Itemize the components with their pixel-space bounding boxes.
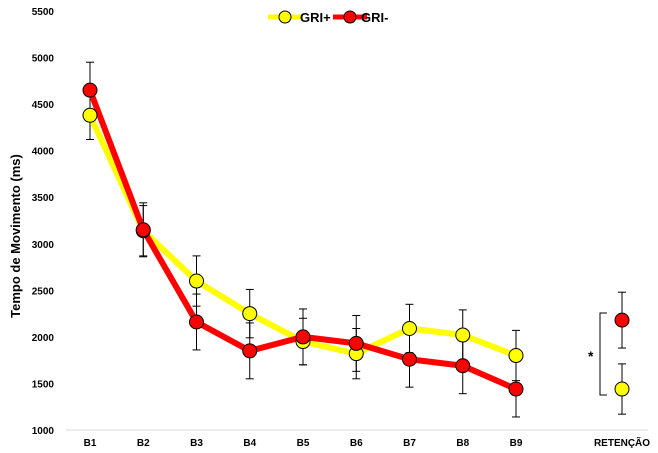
data-point-gri-minus [82,82,98,98]
legend: GRI+ GRI- [268,10,388,25]
data-point-gri-plus [242,306,258,322]
data-point-gri-minus [348,335,364,351]
data-point-gri-minus [508,381,524,397]
x-tick-label: B8 [456,438,469,449]
y-tick-label: 4000 [32,147,55,158]
retention-point-gri-plus [614,381,630,397]
x-tick-label: B3 [190,438,203,449]
legend-label-gri-plus: GRI+ [300,10,331,25]
data-point-gri-plus [82,107,98,123]
x-tick-label: B7 [403,438,416,449]
error-bars [86,61,626,418]
data-points [82,82,630,397]
x-tick-label-retention: RETENÇÃO [594,436,650,449]
data-point-gri-minus [402,351,417,367]
x-tick-label: B9 [510,438,523,449]
legend-marker-gri-plus [278,10,292,24]
x-tick-label: B2 [137,438,150,449]
data-point-gri-plus [455,327,471,343]
bracket-path [599,312,607,396]
y-axis-label: Tempo de Movimento (ms) [8,154,23,318]
x-tick-label: B4 [243,438,256,449]
y-tick-label: 4500 [32,100,55,111]
legend-label-gri-minus: GRI- [361,10,388,25]
legend-marker-gri-minus [343,10,357,24]
data-point-gri-plus [402,321,417,337]
x-tick-label: B6 [350,438,363,449]
y-tick-label: 2500 [32,286,55,297]
x-tick-label: B1 [84,438,97,449]
x-tick-labels: B1 B2 B3 B4 B5 B6 B7 B8 B9 RETENÇÃO [84,436,651,449]
x-tick-label: B5 [297,438,310,449]
data-point-gri-minus [242,343,258,359]
significance-asterisk: * [588,348,594,364]
y-tick-label: 5000 [32,54,55,65]
data-point-gri-minus [295,329,311,345]
significance-bracket: * [588,312,607,396]
data-point-gri-plus [189,273,204,289]
y-tick-label: 3000 [32,240,55,251]
y-tick-label: 3500 [32,193,55,204]
y-tick-labels: 1000 1500 2000 2500 3000 3500 4000 4500 5000 5500 [32,7,55,437]
y-tick-label: 5500 [32,7,55,18]
y-tick-label: 1000 [32,426,55,437]
data-point-gri-minus [189,314,204,330]
data-point-gri-plus [508,348,524,364]
data-point-gri-minus [135,222,151,238]
y-tick-label: 1500 [32,379,55,390]
data-point-gri-minus [455,358,471,374]
y-tick-label: 2000 [32,333,55,344]
retention-point-gri-minus [614,312,630,328]
